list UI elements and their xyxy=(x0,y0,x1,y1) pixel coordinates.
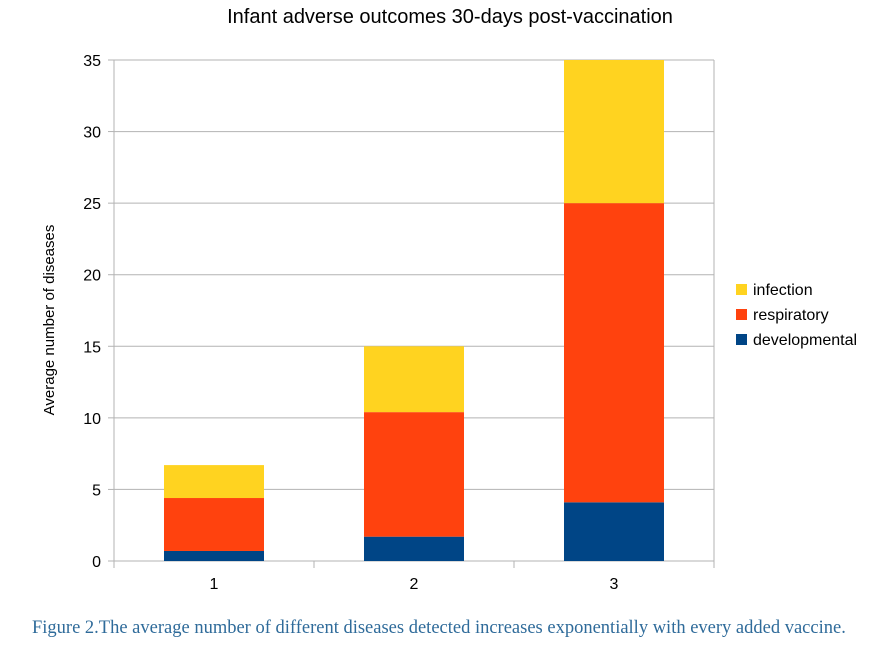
legend-item-developmental: developmental xyxy=(736,332,857,349)
y-tick-label: 0 xyxy=(92,554,101,571)
bar-developmental-1 xyxy=(164,550,264,561)
y-tick-label: 10 xyxy=(83,411,101,428)
legend-swatch xyxy=(736,334,747,345)
x-tick-label: 2 xyxy=(410,576,419,593)
y-tick-label: 15 xyxy=(83,339,101,356)
bar-infection-1 xyxy=(164,465,264,499)
bar-respiratory-1 xyxy=(164,498,264,551)
chart-title: Infant adverse outcomes 30-days post-vac… xyxy=(227,6,673,28)
bar-respiratory-2 xyxy=(364,412,464,537)
legend: infection respiratory developmental xyxy=(736,282,857,349)
legend-label: infection xyxy=(753,282,813,299)
bar-infection-3 xyxy=(564,60,664,204)
y-tick-label: 35 xyxy=(83,53,101,70)
legend-item-respiratory: respiratory xyxy=(736,307,829,324)
y-tick-labels: 0 5 10 15 20 25 30 35 xyxy=(83,53,101,571)
axes xyxy=(108,59,715,568)
bar-respiratory-3 xyxy=(564,203,664,503)
x-tick-labels: 1 2 3 xyxy=(210,576,619,593)
bar-infection-2 xyxy=(364,346,464,413)
legend-item-infection: infection xyxy=(736,282,813,299)
legend-label: developmental xyxy=(753,332,857,349)
bar-developmental-2 xyxy=(364,536,464,561)
y-axis-label: Average number of diseases xyxy=(41,225,58,416)
legend-swatch xyxy=(736,284,747,295)
legend-label: respiratory xyxy=(753,307,829,324)
x-tick-label: 1 xyxy=(210,576,219,593)
bar-developmental-3 xyxy=(564,502,664,561)
y-tick-label: 20 xyxy=(83,268,101,285)
y-tick-label: 5 xyxy=(92,482,101,499)
figure-caption: Figure 2.The average number of different… xyxy=(32,618,846,638)
bars xyxy=(164,60,664,561)
legend-swatch xyxy=(736,309,747,320)
stacked-bar-chart: Infant adverse outcomes 30-days post-vac… xyxy=(41,6,857,593)
y-tick-label: 30 xyxy=(83,125,101,142)
y-tick-label: 25 xyxy=(83,196,101,213)
x-tick-label: 3 xyxy=(610,576,619,593)
